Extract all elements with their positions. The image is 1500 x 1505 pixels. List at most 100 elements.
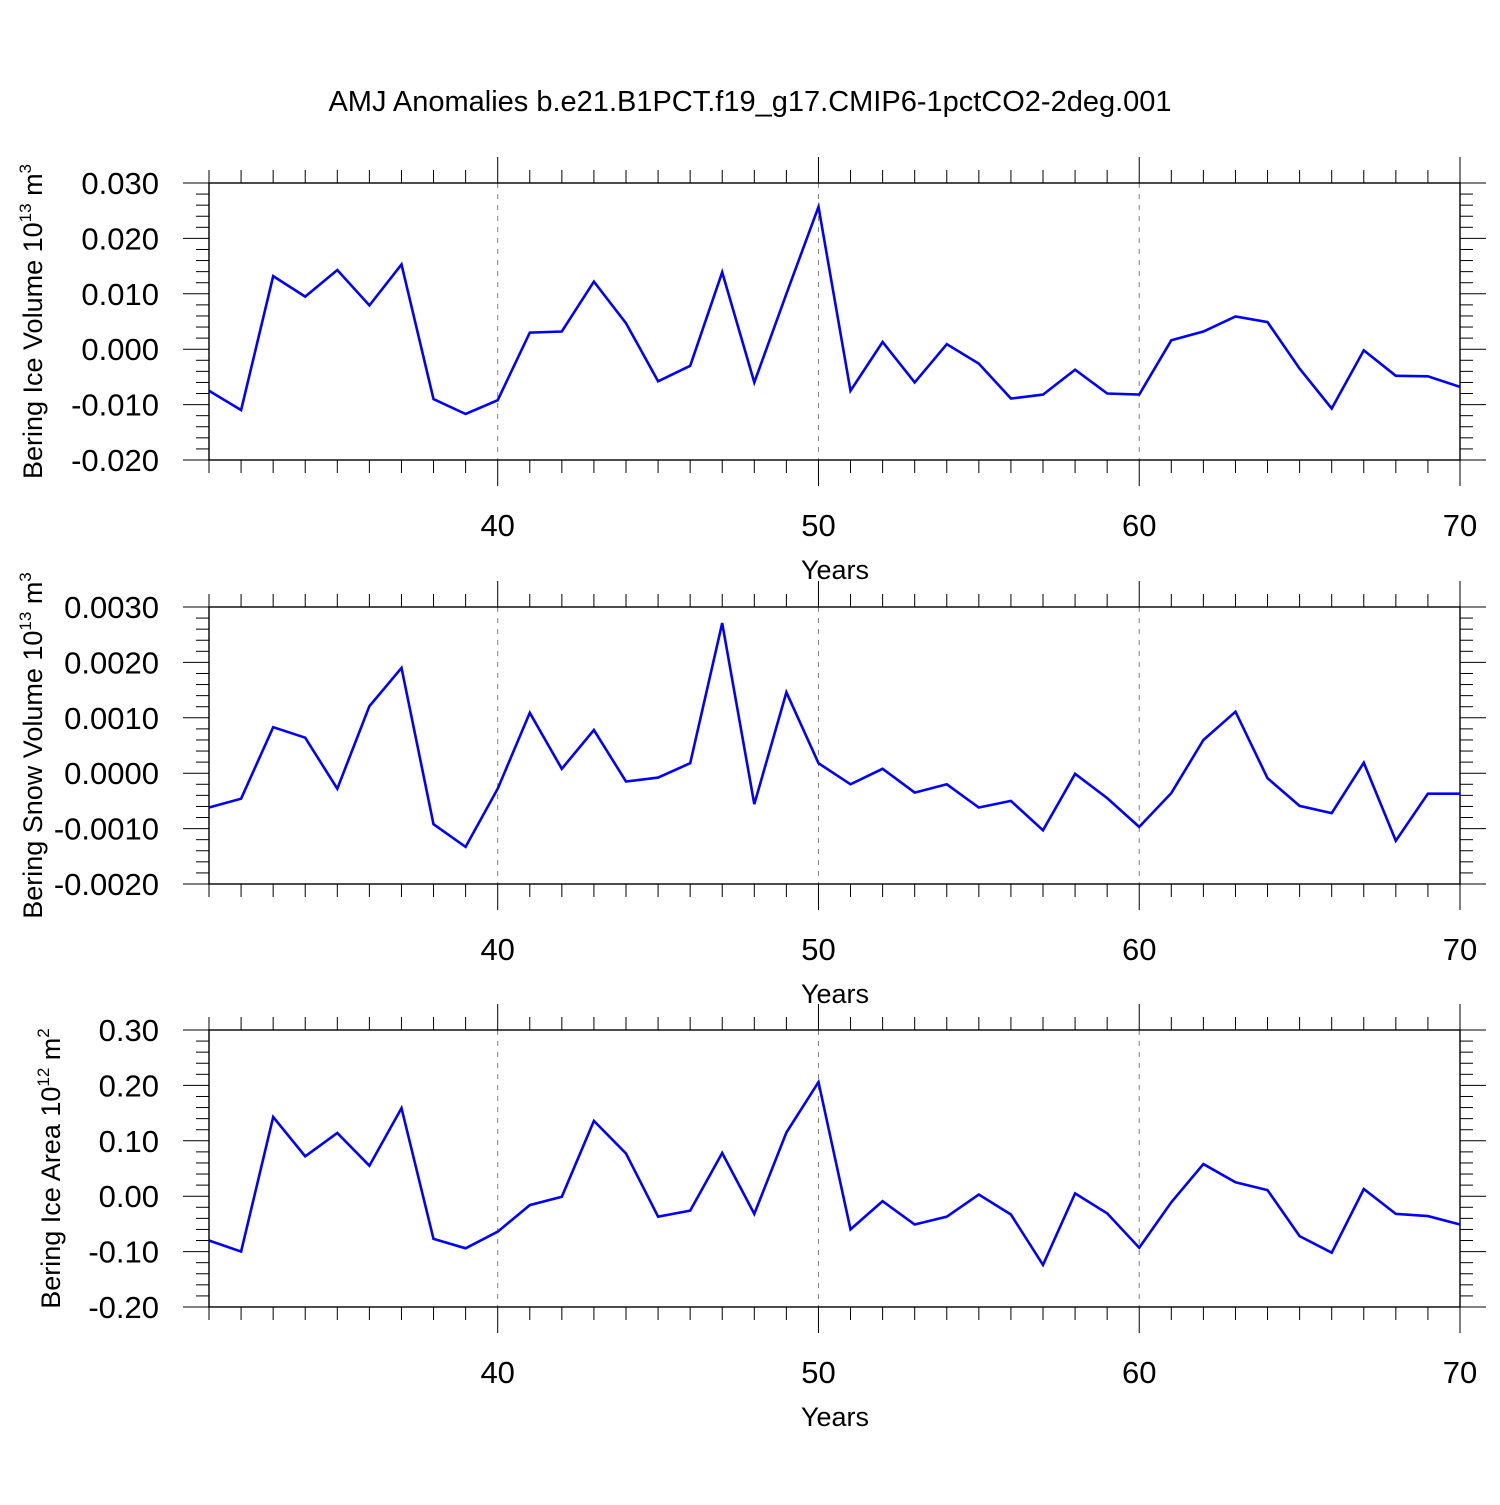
panel-3-data-point [367,1164,371,1168]
panel-3-data-point [399,1106,403,1110]
panel-1-ytick-label: 0.020 [81,221,159,256]
panel-3-data-point [1009,1212,1013,1216]
panel-1-data-point [1041,393,1045,397]
panel-1-xtick-label: 50 [801,508,835,543]
panel-2-data-point [1201,738,1205,742]
panel-2-data-point [1362,761,1366,765]
panel-1-data-point [399,262,403,266]
panel-2-data-point [849,782,853,786]
panel-1-xtick-label: 70 [1443,508,1477,543]
panel-1-data-point [239,408,243,412]
panel-2-data-point [1041,828,1045,832]
panel-2-xtick-label: 60 [1122,932,1156,967]
panel-1-data-point [1426,374,1430,378]
panel-3-ytick-label: 0.20 [99,1068,159,1103]
panel-1-data-point [207,389,211,393]
panel-1-xtick-label: 60 [1122,508,1156,543]
panel-3-data-point [624,1152,628,1156]
panel-2-data-point [528,711,532,715]
panel-2-data-point [399,666,403,670]
panel-3-data-point [528,1203,532,1207]
panel-1-data-point [432,397,436,401]
panel-3-data-point [239,1250,243,1254]
panel-2-data-point [656,776,660,780]
panel-1-data-point [1233,315,1237,319]
panel-3-data-point [752,1212,756,1216]
panel-2-data-point [1073,772,1077,776]
panel-3-data-point [1362,1187,1366,1191]
panel-1-data-point [1137,393,1141,397]
panel-2-data-point [592,728,596,732]
panel-1-data-point [784,292,788,296]
panel-2-ytick-label: 0.0000 [64,756,159,791]
panel-1-data-point [1169,338,1173,342]
panel-2-xtick-label: 40 [480,932,514,967]
panel-1-ytick-label: -0.020 [71,443,159,478]
panel-2-data-point [720,621,724,625]
panel-2-ytick-label: -0.0020 [54,867,159,902]
panel-3-data-point [1266,1188,1270,1192]
panel-3-xtick-label: 70 [1443,1355,1477,1390]
panel-2-data-point [1105,796,1109,800]
panel-1-data-point [849,389,853,393]
panel-2-data-point [303,736,307,740]
panel-2-data-point [816,761,820,765]
panel-3-data-point [913,1222,917,1226]
panel-3-data-point [207,1239,211,1243]
panel-2-data-point [1330,811,1334,815]
panel-2-data-point [624,780,628,784]
panel-3-ytick-label: -0.10 [88,1235,159,1270]
panel-3-xtick-label: 60 [1122,1355,1156,1390]
panel-3-ytick-label: 0.30 [99,1013,159,1048]
panel-1-xtick-label: 40 [480,508,514,543]
panel-1-ytick-label: 0.000 [81,332,159,367]
panel-1-data-point [977,362,981,366]
panel-2-ytick-label: 0.0010 [64,701,159,736]
panel-1-data-point [1362,348,1366,352]
panel-2-data-point [1298,804,1302,808]
panel-3-data-point [496,1230,500,1234]
panel-3-data-point [1105,1211,1109,1215]
panel-3-xtick-label: 40 [480,1355,514,1390]
panel-3-data-point [977,1193,981,1197]
panel-2-ytick-label: -0.0010 [54,812,159,847]
panel-3-data-point [1426,1214,1430,1218]
panel-3-data-point [271,1115,275,1119]
panel-3-data-point [560,1195,564,1199]
panel-1-data-point [720,270,724,274]
panel-3-series-line [208,1078,1461,1268]
panel-1-data-point [913,380,917,384]
panel-2-ytick-label: 0.0030 [64,590,159,625]
panel-1-data-point [881,340,885,344]
panel-2-xlabel: Years [801,979,869,1009]
panel-2-ytick-label: 0.0020 [64,645,159,680]
panel-2-data-point [496,787,500,791]
panel-1-ylabel: Bering Ice Volume 1013 m3 [16,164,48,479]
panel-3-data-point [881,1199,885,1203]
panel-1-series-line [208,201,1461,416]
panel-2-data-point [1266,776,1270,780]
panel-2-xtick-label: 50 [801,932,835,967]
panel-3-data-point [432,1237,436,1241]
panel-1-ytick-label: -0.010 [71,388,159,423]
panel-1-data-point [592,280,596,284]
panel-3-data-point [1330,1251,1334,1255]
panel-3-data-point [1073,1191,1077,1195]
panel-3-data-point [1169,1200,1173,1204]
panel-3-data-point [335,1131,339,1135]
panel-2-data-point [1169,791,1173,795]
panel-2-data-point [1426,792,1430,796]
panel-3-data-point [816,1080,820,1084]
panel-2-data-point [688,761,692,765]
panel-3-xlabel: Years [801,1402,869,1432]
panel-3-data-point [1394,1212,1398,1216]
panel-3-ytick-label: -0.20 [88,1290,159,1325]
panel-3-data-point [720,1151,724,1155]
panel-1-data-point [688,364,692,368]
panel-2-data-point [1233,710,1237,714]
panel-3-data-point [945,1215,949,1219]
panel-3-data-point [849,1227,853,1231]
panel-3-data-point [464,1246,468,1250]
panel-1-data-point [656,379,660,383]
panel-3-data-point [656,1215,660,1219]
